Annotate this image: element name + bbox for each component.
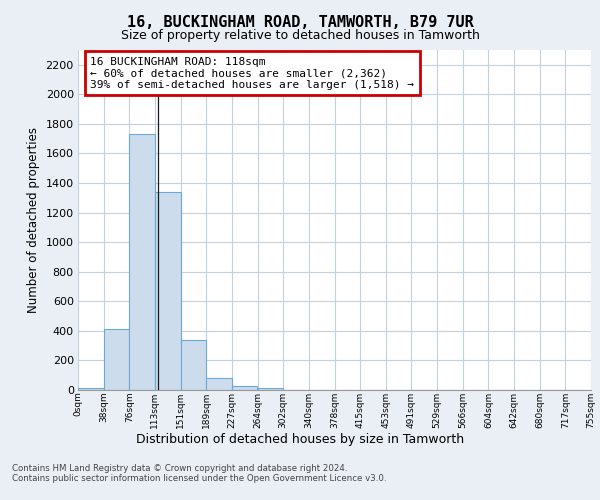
Bar [155, 192, 181, 390]
Text: 16 BUCKINGHAM ROAD: 118sqm
← 60% of detached houses are smaller (2,362)
39% of s: 16 BUCKINGHAM ROAD: 118sqm ← 60% of deta… [90, 56, 414, 90]
Text: Size of property relative to detached houses in Tamworth: Size of property relative to detached ho… [121, 29, 479, 42]
Y-axis label: Number of detached properties: Number of detached properties [27, 127, 40, 313]
Bar [181, 340, 206, 390]
Text: 16, BUCKINGHAM ROAD, TAMWORTH, B79 7UR: 16, BUCKINGHAM ROAD, TAMWORTH, B79 7UR [127, 15, 473, 30]
Bar [206, 378, 232, 390]
Bar [232, 386, 257, 390]
Text: Distribution of detached houses by size in Tamworth: Distribution of detached houses by size … [136, 432, 464, 446]
Bar [78, 388, 104, 390]
Bar [257, 388, 283, 390]
Text: Contains HM Land Registry data © Crown copyright and database right 2024.
Contai: Contains HM Land Registry data © Crown c… [12, 464, 386, 483]
Bar [130, 134, 155, 390]
Bar [104, 330, 129, 390]
